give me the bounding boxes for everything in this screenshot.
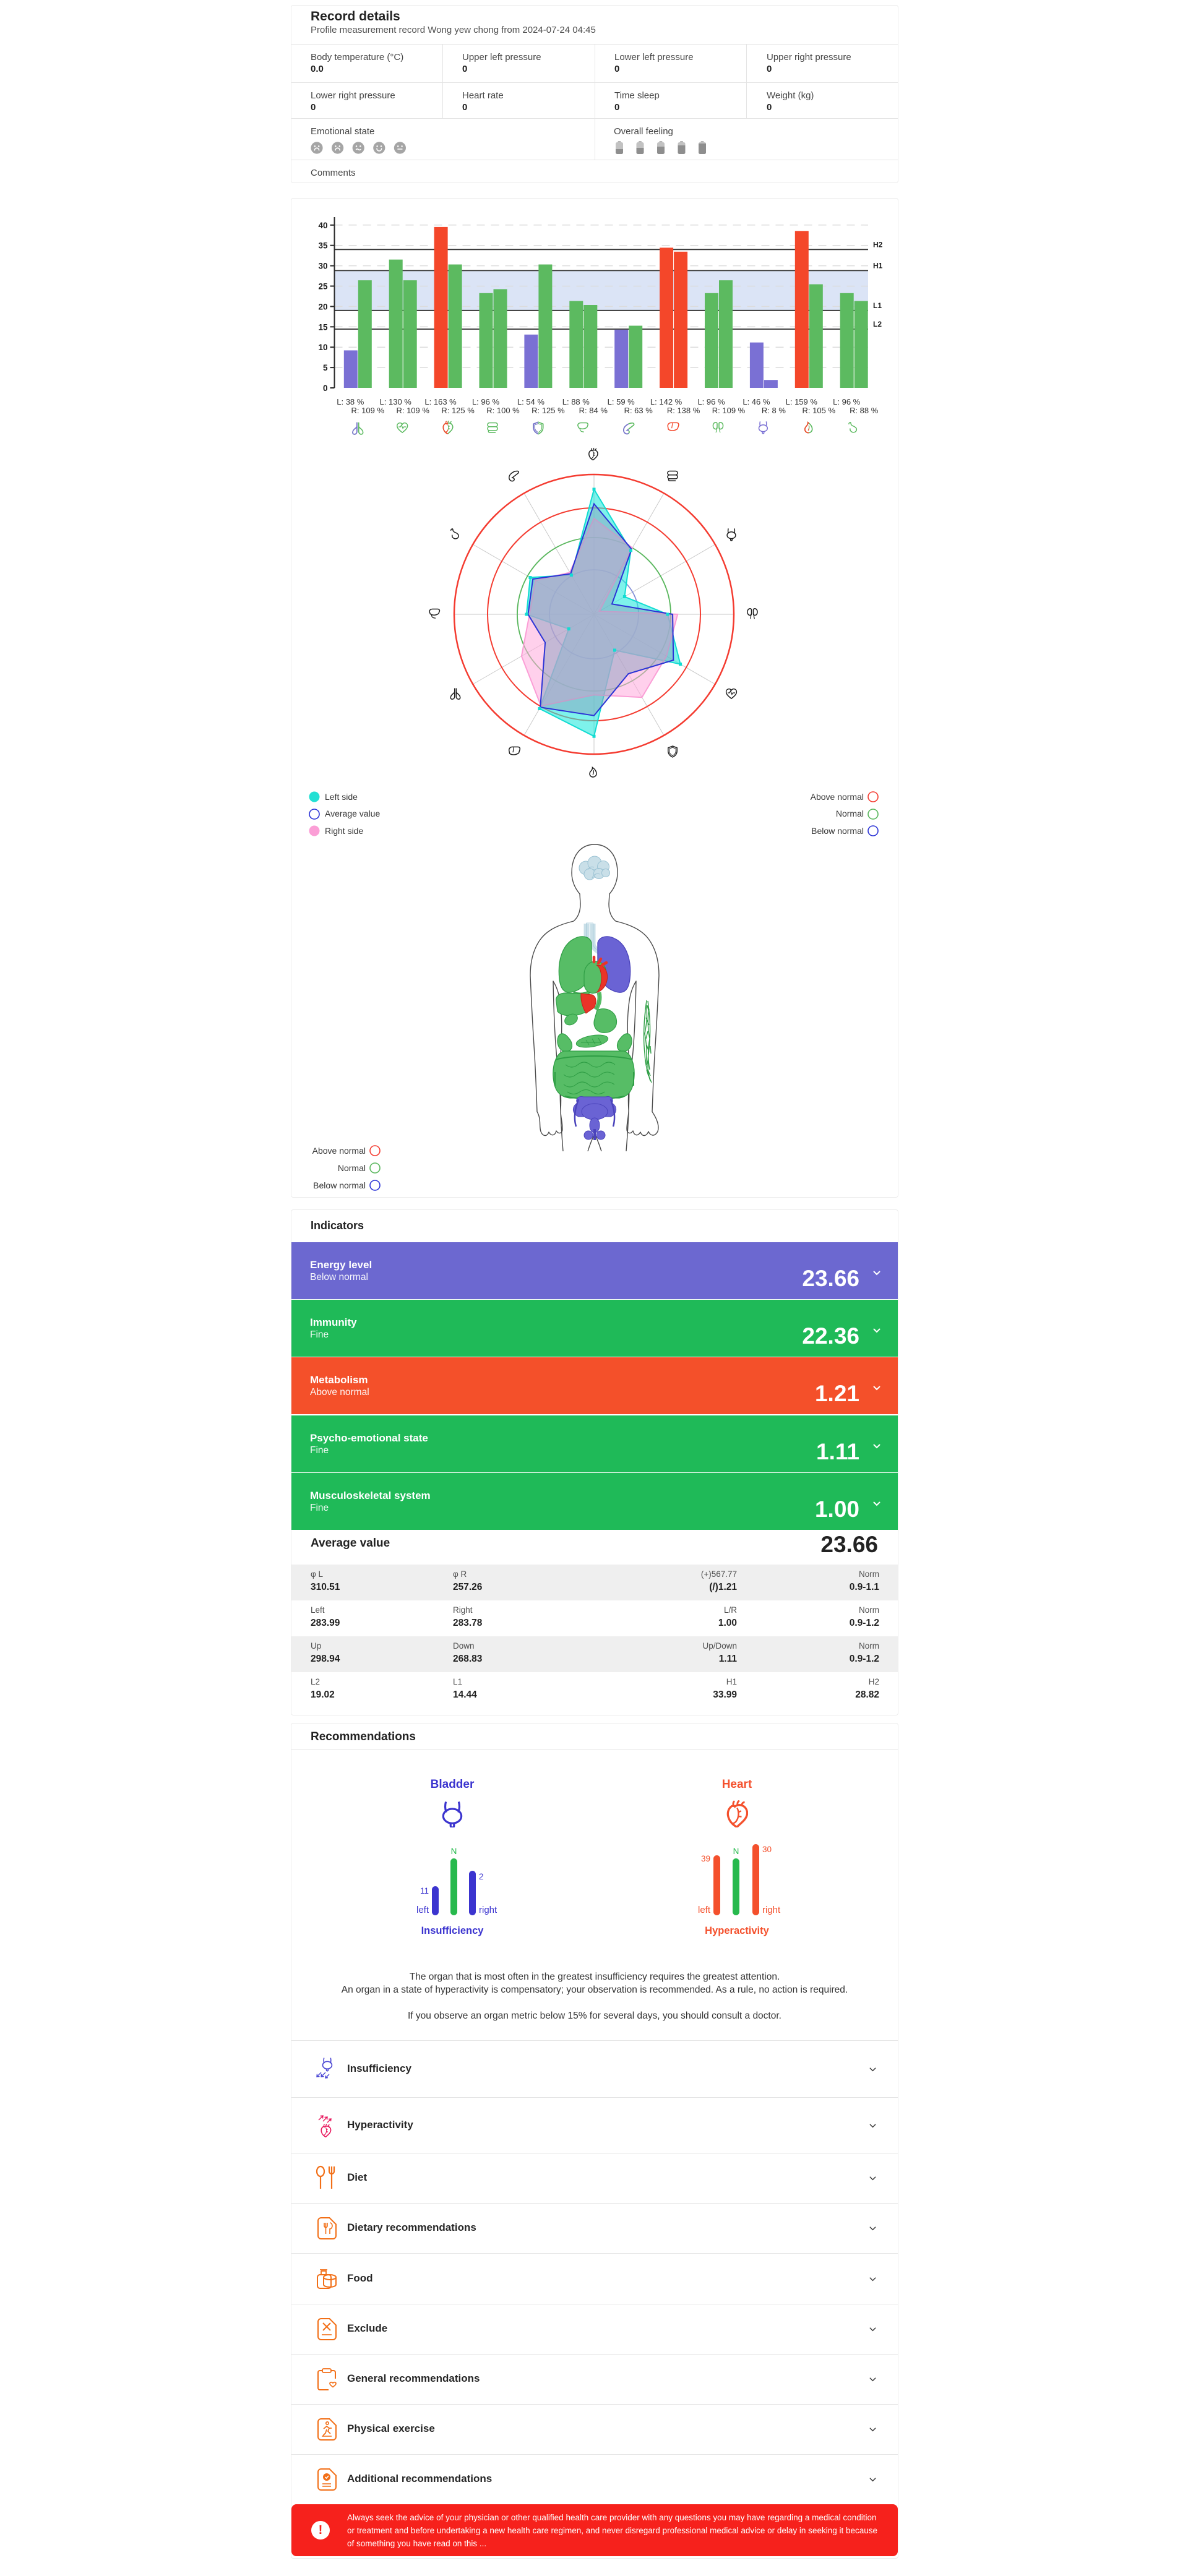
svg-text:35: 35: [318, 241, 328, 251]
svg-text:L: 38 %: L: 38 %: [337, 397, 364, 406]
svg-text:R: 105 %: R: 105 %: [803, 406, 836, 415]
svg-text:R: 109 %: R: 109 %: [396, 406, 429, 415]
svg-text:15: 15: [318, 322, 328, 332]
svg-text:L: 96 %: L: 96 %: [472, 397, 500, 406]
svg-text:L: 142 %: L: 142 %: [650, 397, 682, 406]
svg-text:20: 20: [318, 302, 327, 311]
svg-text:right: right: [762, 1905, 781, 1915]
svg-text:N: N: [451, 1847, 457, 1856]
svg-text:N: N: [733, 1847, 739, 1856]
svg-text:R: 125 %: R: 125 %: [532, 406, 565, 415]
svg-text:H2: H2: [873, 240, 883, 249]
svg-text:R: 88 %: R: 88 %: [850, 406, 879, 415]
svg-text:5: 5: [323, 363, 328, 372]
svg-text:H1: H1: [873, 261, 883, 270]
svg-text:R: 125 %: R: 125 %: [441, 406, 475, 415]
svg-text:right: right: [479, 1905, 497, 1915]
svg-text:R: 109 %: R: 109 %: [712, 406, 746, 415]
svg-text:R: 109 %: R: 109 %: [351, 406, 385, 415]
svg-text:R: 100 %: R: 100 %: [486, 406, 520, 415]
svg-text:0: 0: [323, 384, 328, 393]
svg-text:25: 25: [318, 282, 328, 291]
svg-text:40: 40: [318, 221, 327, 230]
svg-text:L: 159 %: L: 159 %: [786, 397, 818, 406]
svg-text:L: 54 %: L: 54 %: [517, 397, 545, 406]
svg-text:L1: L1: [873, 301, 882, 310]
svg-text:left: left: [416, 1905, 429, 1915]
svg-text:L: 96 %: L: 96 %: [697, 397, 725, 406]
svg-text:R: 8 %: R: 8 %: [762, 406, 786, 415]
svg-text:30: 30: [318, 262, 327, 271]
svg-text:11: 11: [420, 1886, 429, 1896]
svg-text:L: 46 %: L: 46 %: [742, 397, 770, 406]
svg-text:10: 10: [318, 343, 327, 352]
svg-text:R: 63 %: R: 63 %: [624, 406, 653, 415]
svg-text:left: left: [698, 1905, 711, 1915]
svg-text:30: 30: [762, 1845, 772, 1854]
svg-text:L: 59 %: L: 59 %: [608, 397, 635, 406]
svg-text:39: 39: [701, 1854, 710, 1863]
svg-text:L: 96 %: L: 96 %: [833, 397, 861, 406]
svg-text:L: 130 %: L: 130 %: [380, 397, 412, 406]
svg-text:R: 138 %: R: 138 %: [667, 406, 700, 415]
svg-text:L: 88 %: L: 88 %: [562, 397, 590, 406]
svg-text:R: 84 %: R: 84 %: [579, 406, 608, 415]
svg-text:L2: L2: [873, 320, 882, 328]
svg-text:L: 163 %: L: 163 %: [424, 397, 457, 406]
svg-text:2: 2: [479, 1872, 484, 1881]
